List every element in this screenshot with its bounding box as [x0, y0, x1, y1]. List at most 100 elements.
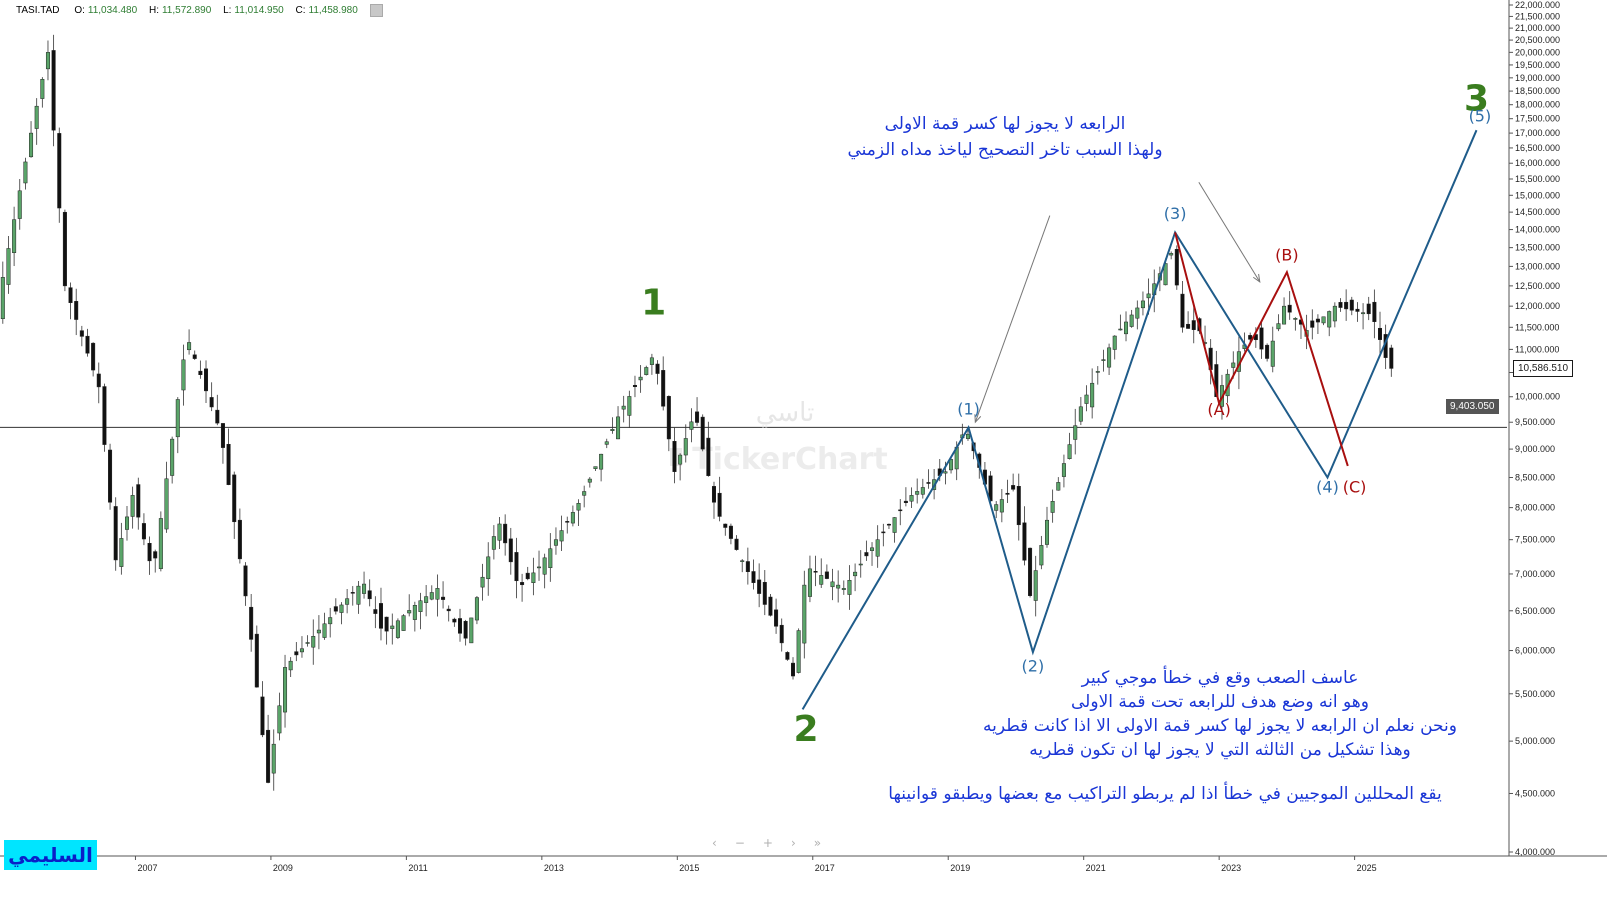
candle[interactable]	[1169, 251, 1174, 260]
candle[interactable]	[1090, 368, 1095, 419]
candle[interactable]	[51, 34, 56, 147]
candle[interactable]	[1112, 335, 1117, 360]
candle[interactable]	[124, 505, 129, 541]
candle[interactable]	[17, 179, 22, 230]
candle[interactable]	[1389, 344, 1394, 377]
candle[interactable]	[999, 489, 1004, 523]
candle[interactable]	[847, 565, 852, 610]
candle[interactable]	[232, 471, 237, 539]
candle[interactable]	[881, 523, 886, 547]
candle[interactable]	[187, 329, 192, 355]
candle[interactable]	[695, 397, 700, 426]
candle[interactable]	[12, 206, 17, 267]
candle[interactable]	[791, 657, 796, 680]
candle[interactable]	[147, 536, 152, 575]
candle[interactable]	[920, 478, 925, 499]
candle[interactable]	[853, 563, 858, 592]
candle[interactable]	[1095, 366, 1100, 385]
candle[interactable]	[1327, 310, 1332, 337]
candle[interactable]	[181, 344, 186, 406]
candle[interactable]	[1287, 291, 1292, 320]
candle[interactable]	[864, 540, 869, 561]
candle[interactable]	[130, 486, 135, 529]
candle[interactable]	[345, 589, 350, 614]
candle[interactable]	[830, 568, 835, 601]
candle[interactable]	[1180, 281, 1185, 333]
zoom-out-icon[interactable]: −	[734, 836, 763, 850]
candle[interactable]	[717, 476, 722, 522]
candle[interactable]	[1344, 289, 1349, 321]
candle[interactable]	[0, 261, 5, 324]
candle[interactable]	[1022, 506, 1027, 566]
candle[interactable]	[548, 533, 553, 582]
candle[interactable]	[559, 515, 564, 551]
candle[interactable]	[813, 555, 818, 587]
candle[interactable]	[858, 550, 863, 578]
candle[interactable]	[249, 593, 254, 652]
candle[interactable]	[204, 360, 209, 403]
correction-wave-line[interactable]	[1174, 232, 1349, 467]
candle[interactable]	[260, 681, 265, 738]
candle[interactable]	[401, 614, 406, 631]
candle[interactable]	[807, 555, 812, 603]
settings-icon[interactable]	[369, 4, 383, 17]
candle[interactable]	[23, 157, 28, 190]
candle[interactable]	[875, 525, 880, 568]
candle[interactable]	[700, 414, 705, 452]
candle[interactable]	[1140, 291, 1145, 316]
candle[interactable]	[215, 394, 220, 426]
candle[interactable]	[458, 608, 463, 642]
candle[interactable]	[362, 571, 367, 599]
candle[interactable]	[610, 417, 615, 434]
candle[interactable]	[474, 595, 479, 625]
candle[interactable]	[616, 406, 621, 440]
candle[interactable]	[339, 602, 344, 625]
candle[interactable]	[531, 557, 536, 596]
candle[interactable]	[136, 477, 141, 530]
candle[interactable]	[1186, 311, 1191, 329]
candle[interactable]	[537, 550, 542, 581]
candle[interactable]	[1372, 289, 1377, 339]
candle[interactable]	[418, 592, 423, 630]
candle[interactable]	[711, 481, 716, 519]
candle[interactable]	[1039, 535, 1044, 570]
candle[interactable]	[424, 585, 429, 617]
candle[interactable]	[1366, 296, 1371, 321]
candle[interactable]	[91, 342, 96, 377]
candle[interactable]	[1044, 506, 1049, 548]
candle[interactable]	[108, 443, 113, 510]
candle[interactable]	[294, 642, 299, 662]
candle[interactable]	[322, 612, 327, 640]
candle[interactable]	[407, 594, 412, 617]
candle[interactable]	[1265, 343, 1270, 362]
candle[interactable]	[480, 563, 485, 601]
candle[interactable]	[1378, 311, 1383, 356]
candle[interactable]	[429, 585, 434, 601]
candle[interactable]	[1315, 314, 1320, 334]
candle[interactable]	[367, 579, 372, 607]
candle[interactable]	[96, 362, 101, 404]
candle[interactable]	[40, 77, 45, 108]
candle[interactable]	[768, 594, 773, 617]
candle[interactable]	[469, 617, 474, 644]
candle[interactable]	[316, 615, 321, 650]
candle[interactable]	[1191, 304, 1196, 344]
candle[interactable]	[328, 607, 333, 638]
candle[interactable]	[762, 570, 767, 616]
candle[interactable]	[1321, 316, 1326, 326]
candle[interactable]	[29, 121, 34, 158]
candle[interactable]	[638, 365, 643, 393]
candle[interactable]	[599, 453, 604, 482]
candle[interactable]	[74, 288, 79, 336]
candle[interactable]	[886, 523, 891, 529]
candle[interactable]	[243, 562, 248, 606]
candle[interactable]	[1033, 555, 1038, 617]
candle[interactable]	[175, 397, 180, 454]
candle[interactable]	[79, 325, 84, 347]
candle[interactable]	[1135, 300, 1140, 330]
candle[interactable]	[209, 382, 214, 412]
candle[interactable]	[1355, 302, 1360, 322]
candle[interactable]	[1067, 432, 1072, 460]
candle[interactable]	[395, 618, 400, 640]
candle[interactable]	[164, 461, 169, 533]
